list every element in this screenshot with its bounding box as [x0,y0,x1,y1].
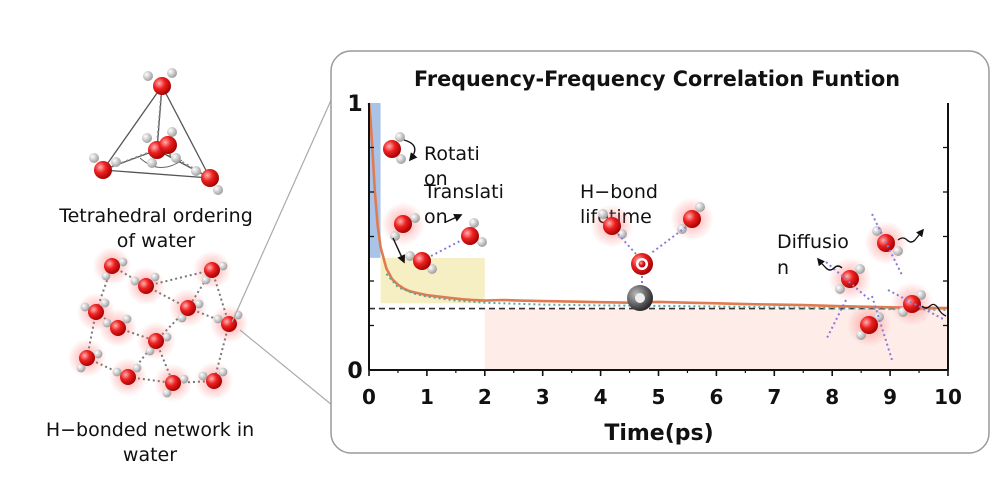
x-tick-label: 6 [709,385,723,409]
water-molecule [108,357,148,397]
diffusion-arrow [921,303,947,317]
chart-molecules [381,132,947,361]
x-tick-label: 10 [934,385,962,409]
water-molecule [92,246,132,286]
water-molecule [864,221,908,265]
series-line-1 [367,102,949,310]
tetra-caption-line2: of water [117,230,196,252]
x-tick-label: 4 [594,385,608,409]
water-molecule [191,166,223,195]
tetrahedron-illustration [89,68,223,195]
tetra-caption-line1: Tetrahedral ordering [58,205,253,227]
x-axis-label: Time(ps) [604,421,713,446]
y-tick-label: 1 [347,92,362,117]
water-molecule [142,127,181,168]
annotation-diffusion-line2: n [777,257,789,279]
water-molecule [126,266,166,306]
annotation-translation-line2: on [424,206,448,228]
y-tick-label: 0 [347,359,362,384]
hbond-line [871,295,893,361]
zoom-connector-line [239,329,333,406]
water-molecule [381,202,425,246]
translation-arrow [392,237,406,264]
x-tick-label: 1 [420,385,434,409]
water-molecule [168,288,208,328]
water-molecule [98,308,138,348]
water-molecule [828,257,872,301]
annotation-hbond-line1: H−bond [580,181,658,203]
water-molecule [153,363,193,403]
x-tick-label: 7 [767,385,781,409]
annotation-translation-line1: Translati [423,181,504,203]
water-molecule [590,204,634,248]
hbond-line [871,213,903,276]
x-tick-label: 9 [883,385,897,409]
water-molecule [67,338,107,378]
water-molecule [890,282,934,326]
water-molecule [143,68,177,95]
chart-title: Frequency-Frequency Correlation Funtion [414,67,900,91]
network-caption-line2: water [123,444,177,466]
hbond-line [887,289,946,321]
x-tick-label: 5 [652,385,666,409]
translation-arrow [445,214,463,223]
rotation-arrow [403,139,418,162]
x-tick-label: 0 [362,385,376,409]
x-tick-label: 8 [825,385,839,409]
water-molecule [631,253,653,275]
water-molecule [192,250,232,290]
x-tick-label: 3 [536,385,550,409]
water-molecule [209,304,249,344]
water-molecule [136,321,176,361]
water-molecule [847,303,891,347]
diffusion-arrow [897,228,924,243]
x-tick-label: 2 [478,385,492,409]
water-molecule [405,251,437,274]
annotation-diffusion-line1: Diffusio [777,231,849,253]
ion-sphere [627,285,653,311]
water-molecule [461,218,487,247]
annotation-rotation-line1: Rotati [424,143,480,165]
water-molecule [89,153,121,179]
hbond-line [430,239,463,257]
annotation-rotation-line2: on [424,168,448,190]
hbond-network-illustration [67,246,249,403]
diffusion-arrow [817,257,843,271]
water-molecule [194,361,234,401]
zoom-connector-line [231,97,333,323]
network-caption-line1: H−bonded network in [46,419,254,441]
water-molecule [383,132,406,164]
